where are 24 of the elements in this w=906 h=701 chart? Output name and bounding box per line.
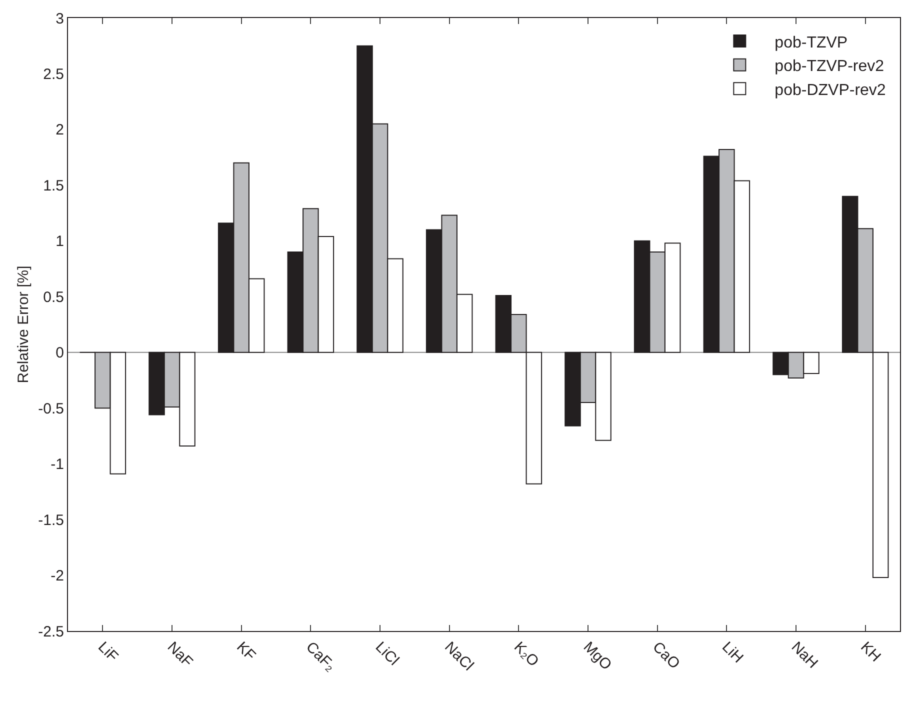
legend-label: pob-TZVP-rev2 bbox=[774, 58, 884, 76]
y-tick-label: -2.5 bbox=[38, 623, 64, 640]
y-tick-label: 1 bbox=[56, 233, 64, 250]
x-tick-label: LiF bbox=[94, 638, 122, 666]
x-tick-label: KH bbox=[857, 638, 884, 666]
x-tick-label: KF bbox=[233, 638, 259, 664]
x-tick-label: LiH bbox=[718, 638, 746, 667]
y-tick-label: 1.5 bbox=[43, 177, 64, 194]
legend-label: pob-TZVP bbox=[774, 34, 848, 52]
x-tick-label: CaO bbox=[649, 638, 684, 672]
x-tick-label: NaF bbox=[164, 638, 196, 671]
y-tick-label: 2.5 bbox=[43, 66, 64, 83]
y-tick-label: -1 bbox=[50, 456, 64, 474]
y-tick-label: 0.5 bbox=[43, 288, 64, 306]
x-tick-label: K₂O bbox=[510, 638, 542, 670]
y-tick-label: 2 bbox=[56, 122, 64, 139]
y-tick-label: -1.5 bbox=[38, 512, 64, 529]
y-tick-label: -2 bbox=[50, 568, 64, 585]
y-axis-title: Relative Error [%] bbox=[15, 266, 32, 384]
y-tick-label: -0.5 bbox=[38, 400, 64, 418]
y-tick-label: 0 bbox=[56, 344, 64, 362]
legend-label: pob-DZVP-rev2 bbox=[774, 82, 886, 99]
y-tick-label: 3 bbox=[56, 10, 64, 28]
x-tick-label: LiCl bbox=[372, 638, 402, 669]
